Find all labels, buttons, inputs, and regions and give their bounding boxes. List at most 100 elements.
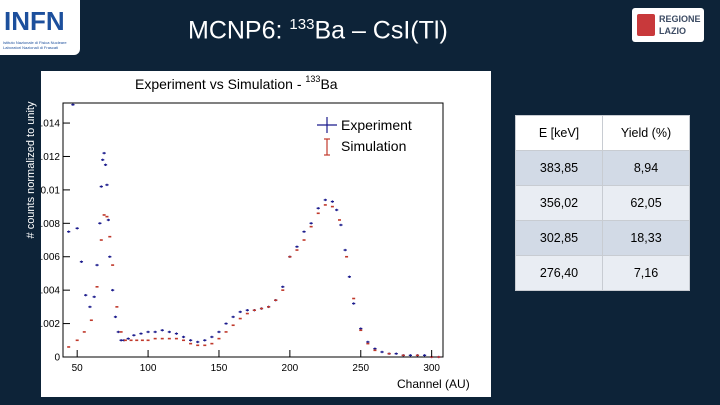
simulation-point [135,339,139,342]
experiment-point [352,302,356,305]
experiment-point [139,332,143,335]
plot-area [62,102,444,358]
legend-simulation-label: Simulation [341,138,406,154]
experiment-point [113,315,118,319]
simulation-point [160,337,164,340]
experiment-point [316,207,320,210]
experiment-point [167,330,171,334]
experiment-point [359,327,363,330]
table-cell-yield: 62,05 [602,185,690,221]
simulation-point [245,312,249,315]
experiment-point [92,295,96,299]
experiment-point [106,218,110,222]
simulation-point [119,331,123,333]
simulation-point [153,337,157,340]
experiment-point [71,103,75,106]
table-cell-yield: 18,33 [602,220,690,256]
table-row: 383,85 8,94 [515,150,690,186]
simulation-point [167,337,171,340]
simulation-point [366,342,370,345]
simulation-point [387,352,391,355]
experiment-point [309,222,313,225]
experiment-point [380,350,384,354]
simulation-point [238,317,242,320]
simulation-point [102,214,106,216]
experiment-point [111,288,115,292]
slide-title-rest: Ba – CsI(Tl) [314,16,448,45]
x-tick-label: 300 [423,363,440,374]
chart-title-end: Ba [320,76,337,92]
experiment-point [103,163,108,167]
chart-title-sup: 133 [305,74,320,84]
table-cell-energy: 302,85 [515,220,603,256]
experiment-point [196,340,200,344]
simulation-point [337,219,341,221]
table-row: 302,85 18,33 [515,220,690,256]
simulation-point [231,324,235,327]
simulation-point [146,339,150,342]
regione-emblem-icon [637,14,655,36]
simulation-point [224,331,228,333]
experiment-point [335,208,339,212]
experiment-point [126,337,130,340]
simulation-point [330,205,334,208]
simulation-point [316,212,320,215]
simulation-point [111,264,115,266]
experiment-point [366,340,370,344]
experiment-point [116,330,120,334]
infn-logo-subtitle-2: Laboratori Nazionali di Frascati [3,45,59,50]
experiment-point [330,200,335,203]
experiment-point [210,335,214,339]
x-tick-label: 100 [140,363,157,374]
experiment-point [422,354,427,357]
table-header-energy: E [keV] [515,115,603,151]
experiment-point [108,255,112,258]
infn-logo-text: INFN [4,6,65,36]
simulation-point [196,344,200,347]
simulation-point [352,297,356,300]
y-tick-label: 0.014 [41,119,60,130]
y-axis-label: # counts normalized to unity [25,101,37,239]
simulation-point [295,249,299,251]
chart-title-main: Experiment vs Simulation - [135,76,305,92]
table-cell-energy: 276,40 [515,255,603,291]
y-tick-label: 0 [54,353,60,364]
simulation-point [129,339,133,342]
experiment-point [231,315,235,319]
experiment-point [95,263,99,267]
simulation-point [210,342,214,345]
experiment-point [189,339,193,342]
simulation-point [252,309,256,312]
simulation-point [95,286,99,288]
simulation-point [288,255,292,258]
experiment-point [75,227,79,230]
experiment-point [181,335,186,339]
simulation-point [373,349,377,352]
y-tick-label: 0.004 [41,286,60,297]
simulation-point [75,339,79,342]
chart-title: Experiment vs Simulation - 133Ba [135,74,338,92]
simulation-point [82,331,86,333]
simulation-point [309,225,313,228]
experiment-point [394,352,398,355]
simulation-point [281,289,285,291]
simulation-point [359,329,363,332]
simulation-point [182,339,186,342]
experiment-point [153,330,157,334]
experiment-point [105,183,109,187]
experiment-point [79,260,84,263]
experiment-point [132,334,136,337]
table-header-row: E [keV] Yield (%) [515,115,690,151]
simulation-point [302,239,306,241]
chart-panel: Experiment vs Simulation - 133Ba 50 100 15… [41,71,491,397]
simulation-point [267,306,271,308]
simulation-point [140,339,144,342]
simulation-point [108,235,112,238]
experiment-point [146,330,150,334]
infn-logo: INFN Istituto Nazionale di Fisica Nuclea… [0,0,80,55]
simulation-point [89,319,93,322]
simulation-point [401,354,405,357]
chart-legend: Experiment Simulation [317,117,412,156]
table-header-yield: Yield (%) [602,115,690,151]
simulation-point [189,342,193,345]
